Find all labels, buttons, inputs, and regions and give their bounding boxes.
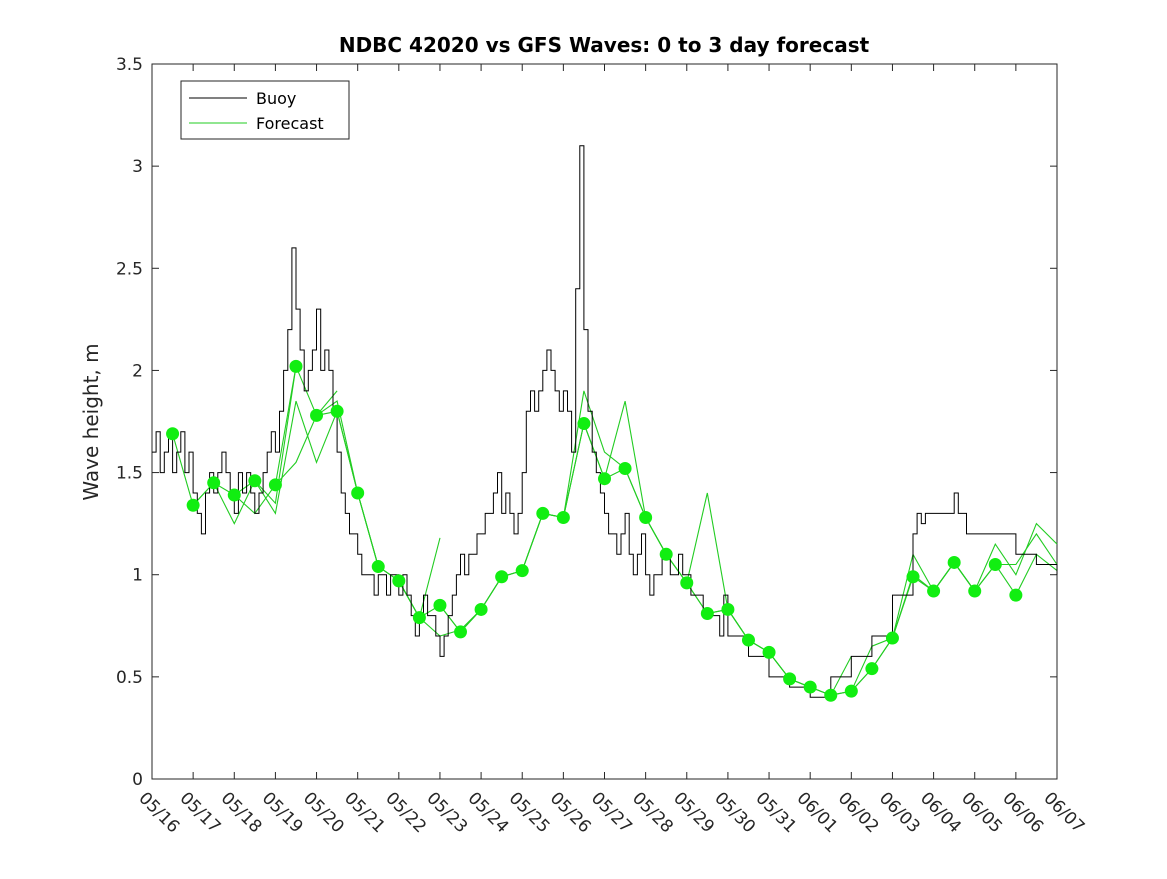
x-tick-label: 05/25 <box>505 788 554 837</box>
forecast-marker <box>783 672 797 686</box>
forecast-marker <box>927 584 941 598</box>
x-tick-label: 05/21 <box>340 788 389 837</box>
x-tick-label: 05/20 <box>299 788 348 837</box>
y-tick-label: 3 <box>132 157 143 177</box>
x-tick-label: 06/04 <box>916 788 965 837</box>
y-tick-label: 2 <box>132 361 143 381</box>
forecast-marker <box>762 645 776 659</box>
forecast-marker <box>433 598 447 612</box>
legend-label-buoy: Buoy <box>256 89 296 108</box>
y-axis-label: Wave height, m <box>79 343 103 500</box>
y-tick-label: 0 <box>132 770 143 790</box>
forecast-marker <box>227 488 241 502</box>
legend-label-forecast: Forecast <box>256 114 324 133</box>
x-tick-label: 06/05 <box>957 788 1006 837</box>
y-tick-label: 3.5 <box>116 55 143 75</box>
x-tick-label: 05/31 <box>752 788 801 837</box>
forecast-marker <box>556 511 570 525</box>
forecast-marker <box>947 555 961 569</box>
forecast-marker <box>844 684 858 698</box>
forecast-line <box>645 517 770 653</box>
forecast-marker <box>351 486 365 500</box>
x-tick-label: 05/26 <box>546 788 595 837</box>
y-tick-label: 2.5 <box>116 259 143 279</box>
legend-box <box>180 80 350 140</box>
x-tick-label: 06/06 <box>998 788 1047 837</box>
forecast-marker <box>1009 588 1023 602</box>
forecast-marker <box>330 404 344 418</box>
forecast-marker <box>988 558 1002 571</box>
forecast-marker <box>166 427 180 441</box>
x-tick-label: 05/19 <box>258 788 307 837</box>
y-tick-label: 1.5 <box>116 464 143 484</box>
x-tick-label: 06/07 <box>1039 788 1088 837</box>
forecast-marker <box>495 570 509 584</box>
forecast-marker <box>659 547 673 561</box>
forecast-marker <box>906 570 920 584</box>
forecast-marker <box>474 602 488 616</box>
forecast-marker <box>865 662 879 676</box>
forecast-marker <box>392 574 406 588</box>
x-tick-label: 06/02 <box>834 788 883 837</box>
forecast-marker <box>885 631 899 645</box>
forecast-marker <box>412 611 426 625</box>
forecast-marker <box>824 688 838 702</box>
x-tick-label: 05/30 <box>710 788 759 837</box>
x-tick-label: 06/01 <box>793 788 842 837</box>
forecast-marker <box>680 576 694 590</box>
forecast-line <box>604 467 729 610</box>
forecast-marker <box>371 560 385 574</box>
x-tick-label: 05/16 <box>134 788 183 837</box>
forecast-marker <box>454 625 468 639</box>
forecast-marker <box>310 408 324 422</box>
forecast-marker <box>186 498 200 512</box>
x-tick-label: 05/23 <box>422 788 471 837</box>
forecast-marker <box>598 472 611 486</box>
x-tick-label: 05/27 <box>587 788 636 837</box>
forecast-marker <box>639 511 653 525</box>
forecast-marker <box>618 461 632 475</box>
buoy-line <box>152 145 1058 698</box>
forecast-marker <box>577 417 591 431</box>
forecast-marker <box>700 607 714 621</box>
x-tick-label: 05/22 <box>381 788 430 837</box>
forecast-marker <box>207 476 221 490</box>
forecast-line <box>974 532 1058 592</box>
x-tick-label: 06/03 <box>875 788 924 837</box>
y-tick-label: 1 <box>132 566 143 586</box>
x-tick-label: 05/24 <box>464 788 513 837</box>
forecast-marker <box>968 584 982 598</box>
chart-title: NDBC 42020 vs GFS Waves: 0 to 3 day fore… <box>339 33 870 57</box>
forecast-marker <box>536 506 550 520</box>
forecast-marker <box>268 478 282 492</box>
x-tick-label: 05/28 <box>628 788 677 837</box>
x-tick-label: 05/29 <box>669 788 718 837</box>
forecast-marker <box>248 474 262 488</box>
plot-area: 00.511.522.533.505/1605/1705/1805/1905/2… <box>116 55 1088 837</box>
forecast-marker <box>289 359 303 373</box>
forecast-marker <box>803 680 817 694</box>
x-tick-label: 05/18 <box>217 788 266 837</box>
x-tick-label: 05/17 <box>176 788 225 837</box>
forecast-marker <box>515 564 529 578</box>
forecast-marker <box>721 602 735 616</box>
forecast-line <box>809 573 934 696</box>
y-tick-label: 0.5 <box>116 668 143 688</box>
forecast-line <box>274 364 400 582</box>
forecast-marker <box>741 633 755 647</box>
